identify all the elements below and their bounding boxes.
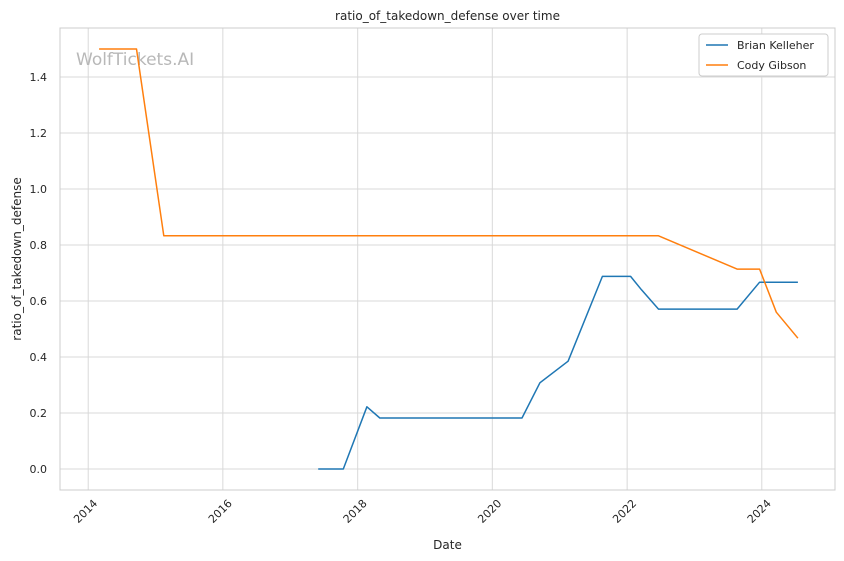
x-axis-label: Date bbox=[433, 538, 462, 552]
y-tick-label: 1.2 bbox=[30, 127, 48, 140]
watermark: WolfTickets.AI bbox=[76, 50, 194, 70]
y-tick-label: 0.2 bbox=[30, 407, 48, 420]
plot-frame bbox=[59, 27, 836, 491]
y-tick-label: 0.8 bbox=[30, 239, 48, 252]
series-layer bbox=[99, 48, 799, 470]
legend: Brian Kelleher Cody Gibson bbox=[698, 33, 829, 77]
y-tick-label: 1.0 bbox=[30, 183, 48, 196]
legend-box bbox=[698, 33, 829, 77]
legend-label: Cody Gibson bbox=[737, 59, 806, 72]
series-line bbox=[99, 48, 799, 339]
grid bbox=[60, 28, 835, 490]
y-tick-label: 0.0 bbox=[30, 463, 48, 476]
y-tick-label: 1.4 bbox=[30, 71, 48, 84]
y-tick-label: 0.4 bbox=[30, 351, 48, 364]
chart-title: ratio_of_takedown_defense over time bbox=[335, 9, 560, 23]
y-axis-ticks: 0.0 0.2 0.4 0.6 0.8 1.0 1.2 1.4 bbox=[30, 71, 48, 476]
y-axis-label: ratio_of_takedown_defense bbox=[10, 177, 24, 340]
y-tick-label: 0.6 bbox=[30, 295, 48, 308]
legend-label: Brian Kelleher bbox=[737, 39, 814, 52]
series-line bbox=[318, 275, 798, 470]
